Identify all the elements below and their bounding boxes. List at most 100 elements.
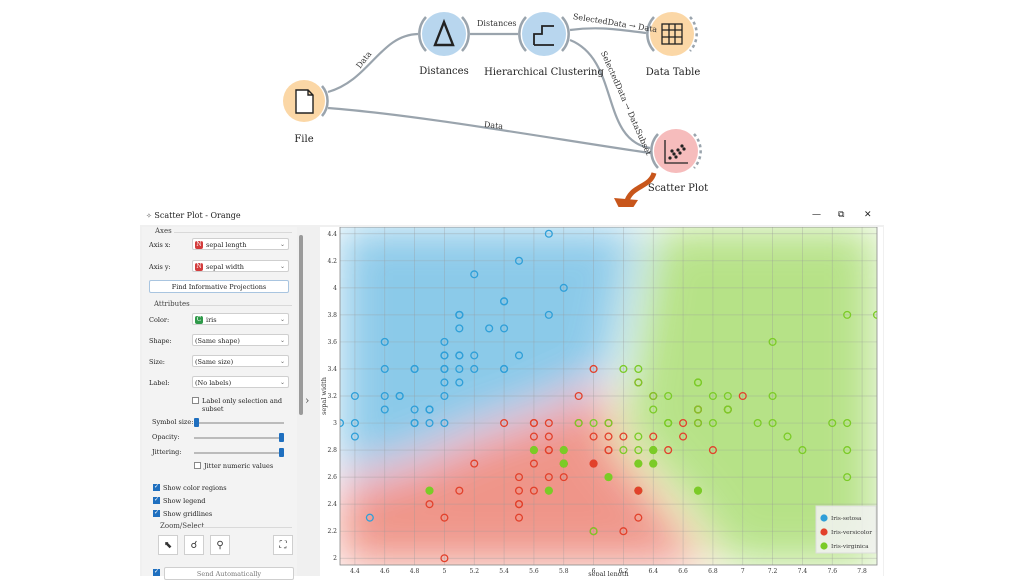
maximize-button[interactable]: ⧉ [838,210,845,220]
shape-select[interactable]: (Same shape) ⌄ [192,334,289,346]
show-color-regions-checkbox[interactable] [153,483,160,491]
minimize-button[interactable]: — [812,210,821,220]
y-tick-label: 2.4 [327,501,337,508]
subset-point-virginica [425,486,434,495]
point-setosa [440,391,449,401]
link-hier-scatter[interactable] [569,38,651,150]
zoom-tool-button[interactable]: ⚲ [210,535,230,555]
point-virginica [843,473,852,482]
point-setosa [440,418,449,428]
scatter-plot-node[interactable] [650,129,702,173]
point-versicolor [544,432,553,441]
x-tick-label: 5.6 [529,568,539,575]
show-legend-checkbox[interactable] [153,496,160,504]
point-virginica [798,446,807,455]
opacity-slider[interactable] [194,437,284,439]
point-versicolor [544,418,553,428]
show-legend-label: Show legend [163,497,206,505]
x-tick-label: 7.2 [768,568,778,575]
point-virginica [619,364,628,374]
point-virginica [768,391,777,401]
opacity-slider-handle[interactable] [279,433,284,442]
jittering-slider-handle[interactable] [279,448,284,457]
point-virginica [634,446,643,455]
scatter-plot-svg[interactable]: 4.4 4.6 4.8 5 5.2 5.4 5.6 5.8 6 6.2 6.4 6.6 6.8 7 7.2 7… [320,226,883,578]
point-virginica [768,337,777,346]
zoom-group-divider [200,527,292,528]
link-file-scatter[interactable] [327,106,651,155]
legend-label-virginica: Iris-virginica [831,544,869,550]
close-button[interactable]: ✕ [864,210,872,220]
point-setosa [350,432,359,441]
send-automatically-button[interactable]: Send Automatically [164,567,294,580]
link-label-distances-hier: Distances [477,19,517,28]
delta-icon [433,18,455,47]
size-label: Size: [149,358,165,366]
file-node-label: File [294,134,314,145]
lasso-tool-button[interactable]: ☌ [184,535,204,555]
size-select[interactable]: (Same size) ⌄ [192,355,289,367]
chevron-down-icon: ⌄ [279,379,285,386]
point-setosa [380,405,389,414]
send-automatically-checkbox[interactable] [153,568,160,576]
link-hier-table[interactable] [569,27,647,35]
point-setosa [425,418,434,428]
point-versicolor [440,513,449,522]
panel-splitter[interactable] [299,235,303,415]
data-table-node-label: Data Table [645,67,701,78]
point-setosa [455,351,464,360]
region-virginica [623,227,877,565]
chevron-down-icon: ⌄ [279,337,285,344]
y-tick-label: 4.4 [327,231,337,238]
distances-node[interactable] [418,12,470,56]
file-node[interactable] [283,80,329,122]
jitter-numeric-label: Jitter numeric values [204,462,274,470]
show-gridlines-checkbox[interactable] [153,509,160,517]
point-setosa [470,270,479,279]
point-setosa [500,324,509,333]
subset-point-virginica [604,473,613,482]
hierarchical-clustering-node[interactable] [518,12,570,56]
legend-label-setosa: Iris-setosa [831,516,862,522]
link-file-distances[interactable] [327,32,419,94]
window-titlebar[interactable]: ✧ Scatter Plot - Orange — ⧉ ✕ [140,207,884,225]
x-tick-label: 4.8 [410,568,420,575]
data-table-node[interactable] [646,12,698,56]
y-tick-label: 3.4 [327,366,337,373]
chevron-down-icon: ⌄ [279,263,285,270]
find-informative-projections-button[interactable]: Find Informative Projections [149,280,289,293]
label-select[interactable]: (No labels) ⌄ [192,376,289,388]
point-versicolor [544,446,553,455]
collapse-panel-chevron-icon[interactable]: › [305,394,310,407]
x-tick-label: 5.4 [499,568,509,575]
point-virginica [723,391,732,401]
reset-zoom-button[interactable]: ⛶ [273,535,293,555]
point-setosa [440,351,449,360]
x-tick-label: 7.4 [798,568,808,575]
point-versicolor [514,513,524,522]
label-only-selection-checkbox[interactable] [192,397,199,404]
point-virginica [872,310,877,319]
x-tick-label: 5.2 [469,568,479,575]
y-tick-label: 3 [333,420,337,427]
point-versicolor [529,459,538,468]
symbol-size-slider[interactable] [194,422,284,424]
jittering-slider[interactable] [194,452,284,454]
label-label: Label: [149,379,170,387]
jitter-numeric-checkbox[interactable] [194,462,201,469]
region-blur-group [340,227,877,565]
symbol-size-slider-handle[interactable] [194,418,199,427]
scatter-plot-area[interactable]: 4.4 4.6 4.8 5 5.2 5.4 5.6 5.8 6 6.2 6.4 6.6 6.8 7 7.2 7… [320,226,883,578]
subset-point-virginica [559,459,568,468]
point-virginica [783,432,792,441]
point-virginica [574,418,583,428]
select-pointer-tool-button[interactable]: ⬉ [158,535,178,555]
dendrogram-icon [533,25,554,46]
point-versicolor [470,459,479,468]
point-virginica [649,391,658,401]
numeric-variable-icon: N [195,263,203,271]
categorical-variable-icon: C [195,316,203,324]
